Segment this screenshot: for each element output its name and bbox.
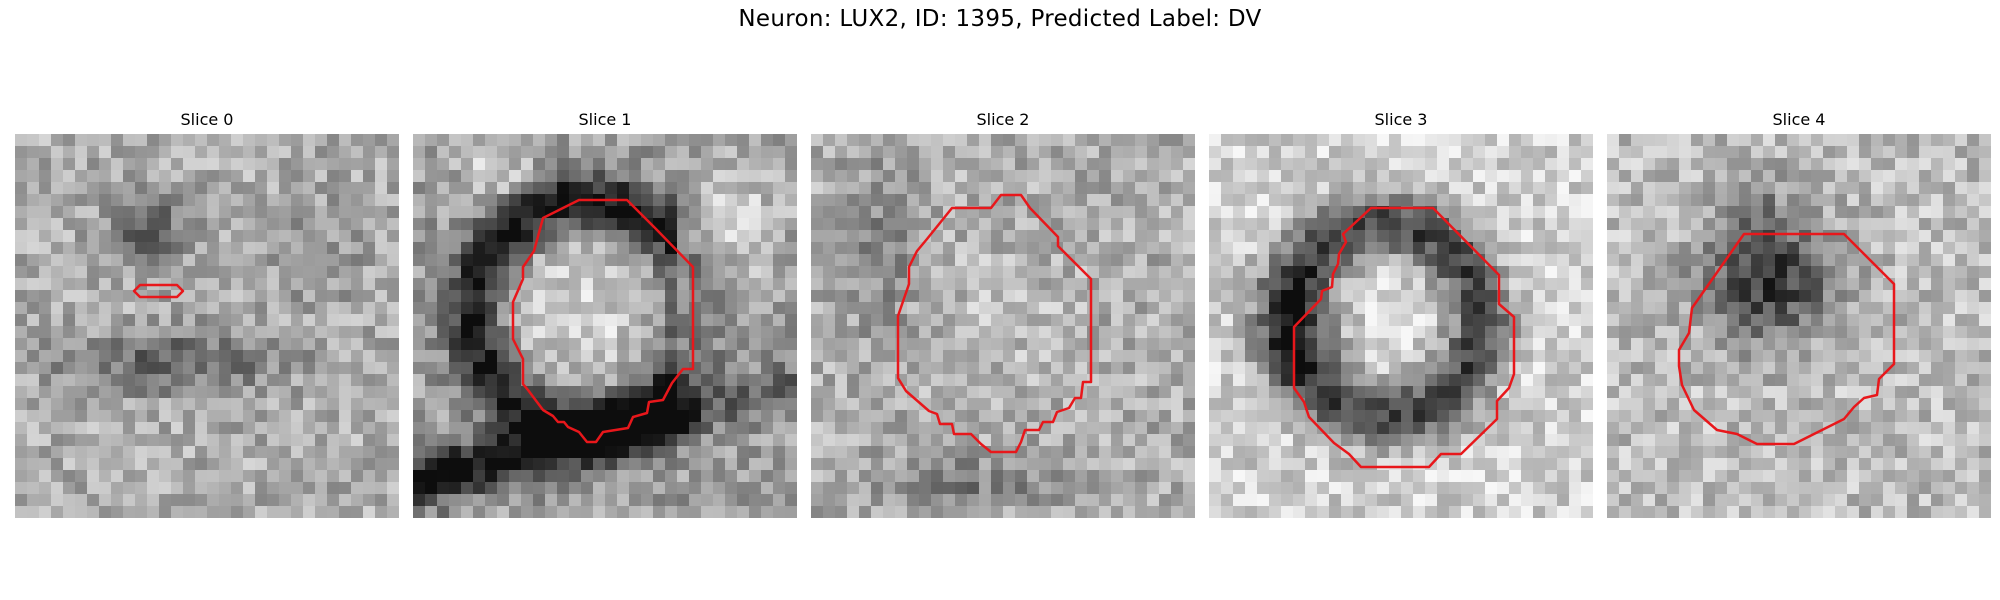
slice-image-0 [15, 134, 399, 518]
slice-image-2 [811, 134, 1195, 518]
slice-panel-1: Slice 1 [413, 109, 797, 131]
slice-panel-2: Slice 2 [811, 109, 1195, 131]
slice-title-2: Slice 2 [811, 109, 1195, 131]
slice-title-1: Slice 1 [413, 109, 797, 131]
slice-panel-0: Slice 0 [15, 109, 399, 131]
slice-image-1 [413, 134, 797, 518]
slice-image-4 [1607, 134, 1991, 518]
slice-panel-4: Slice 4 [1607, 109, 1991, 131]
slice-title-3: Slice 3 [1209, 109, 1593, 131]
slice-panel-3: Slice 3 [1209, 109, 1593, 131]
figure-title: Neuron: LUX2, ID: 1395, Predicted Label:… [0, 6, 2000, 32]
slice-title-4: Slice 4 [1607, 109, 1991, 131]
slice-image-3 [1209, 134, 1593, 518]
slice-title-0: Slice 0 [15, 109, 399, 131]
